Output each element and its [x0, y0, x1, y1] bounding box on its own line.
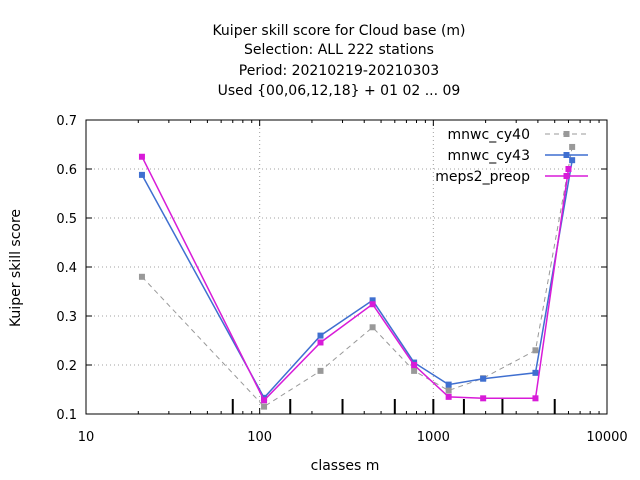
data-point-mnwc_cy43 — [138, 171, 145, 178]
class-boundary-ticks — [231, 399, 556, 414]
data-point-mnwc_cy40 — [138, 273, 145, 280]
y-axis-label: Kuiper skill score — [8, 209, 24, 327]
legend-marker-mnwc_cy43 — [563, 152, 570, 158]
data-point-meps2_preop — [411, 362, 418, 368]
y-tick-label: 0.1 — [56, 408, 77, 423]
axes: 0.1 0.2 0.3 0.4 0.5 0.6 0.7 10 100 1000 10000 — [56, 114, 627, 445]
data-point-mnwc_cy40 — [411, 367, 418, 374]
title-line-2: Selection: ALL 222 stations — [244, 42, 434, 58]
data-point-meps2_preop — [565, 166, 572, 172]
legend-label-mnwc_cy40: mnwc_cy40 — [448, 127, 530, 143]
x-axis-label: classes m — [311, 458, 380, 474]
title-line-1: Kuiper skill score for Cloud base (m) — [212, 23, 465, 39]
series — [138, 143, 576, 410]
data-point-meps2_preop — [480, 395, 487, 402]
data-point-mnwc_cy40 — [317, 367, 324, 374]
chart-title: Kuiper skill score for Cloud base (m) Se… — [212, 23, 465, 99]
data-point-mnwc_cy40 — [369, 324, 376, 331]
x-tick-label: 10 — [78, 430, 95, 445]
data-point-mnwc_cy43 — [532, 369, 539, 376]
data-point-meps2_preop — [445, 393, 452, 400]
data-point-meps2_preop — [532, 395, 539, 402]
data-point-meps2_preop — [369, 301, 376, 308]
data-point-mnwc_cy43 — [480, 375, 487, 382]
title-line-3: Period: 20210219-20210303 — [239, 63, 439, 79]
data-point-meps2_preop — [317, 339, 324, 346]
data-point-mnwc_cy40 — [445, 387, 452, 394]
series-line-mnwc_cy43 — [141, 160, 573, 400]
series-line-mnwc_cy40 — [141, 146, 573, 408]
y-tick-label: 0.4 — [56, 261, 77, 276]
y-tick-label: 0.5 — [56, 212, 77, 227]
data-point-mnwc_cy40 — [569, 143, 576, 150]
data-point-meps2_preop — [261, 397, 268, 404]
y-tick-label: 0.2 — [56, 359, 77, 374]
data-point-mnwc_cy40 — [532, 347, 539, 354]
title-line-4: Used {00,06,12,18} + 01 02 ... 09 — [218, 83, 461, 99]
data-point-mnwc_cy43 — [317, 332, 324, 339]
grid — [86, 120, 607, 414]
data-point-mnwc_cy43 — [369, 297, 376, 304]
data-point-mnwc_cy43 — [445, 381, 452, 388]
data-point-mnwc_cy43 — [569, 157, 576, 164]
data-point-meps2_preop — [138, 153, 145, 160]
data-point-mnwc_cy40 — [261, 403, 268, 410]
legend-label-mnwc_cy43: mnwc_cy43 — [448, 148, 530, 164]
legend: mnwc_cy40 mnwc_cy43 meps2_preop — [435, 127, 588, 185]
legend-label-meps2_preop: meps2_preop — [435, 169, 530, 185]
y-tick-label: 0.3 — [56, 310, 77, 325]
legend-marker-meps2_preop — [563, 173, 570, 179]
legend-marker-mnwc_cy40 — [563, 131, 570, 137]
x-tick-label: 100 — [247, 430, 272, 445]
y-tick-label: 0.7 — [56, 114, 77, 129]
x-tick-label: 1000 — [417, 430, 450, 445]
x-tick-label: 10000 — [586, 430, 627, 445]
series-line-meps2_preop — [141, 156, 570, 402]
y-tick-label: 0.6 — [56, 163, 77, 178]
